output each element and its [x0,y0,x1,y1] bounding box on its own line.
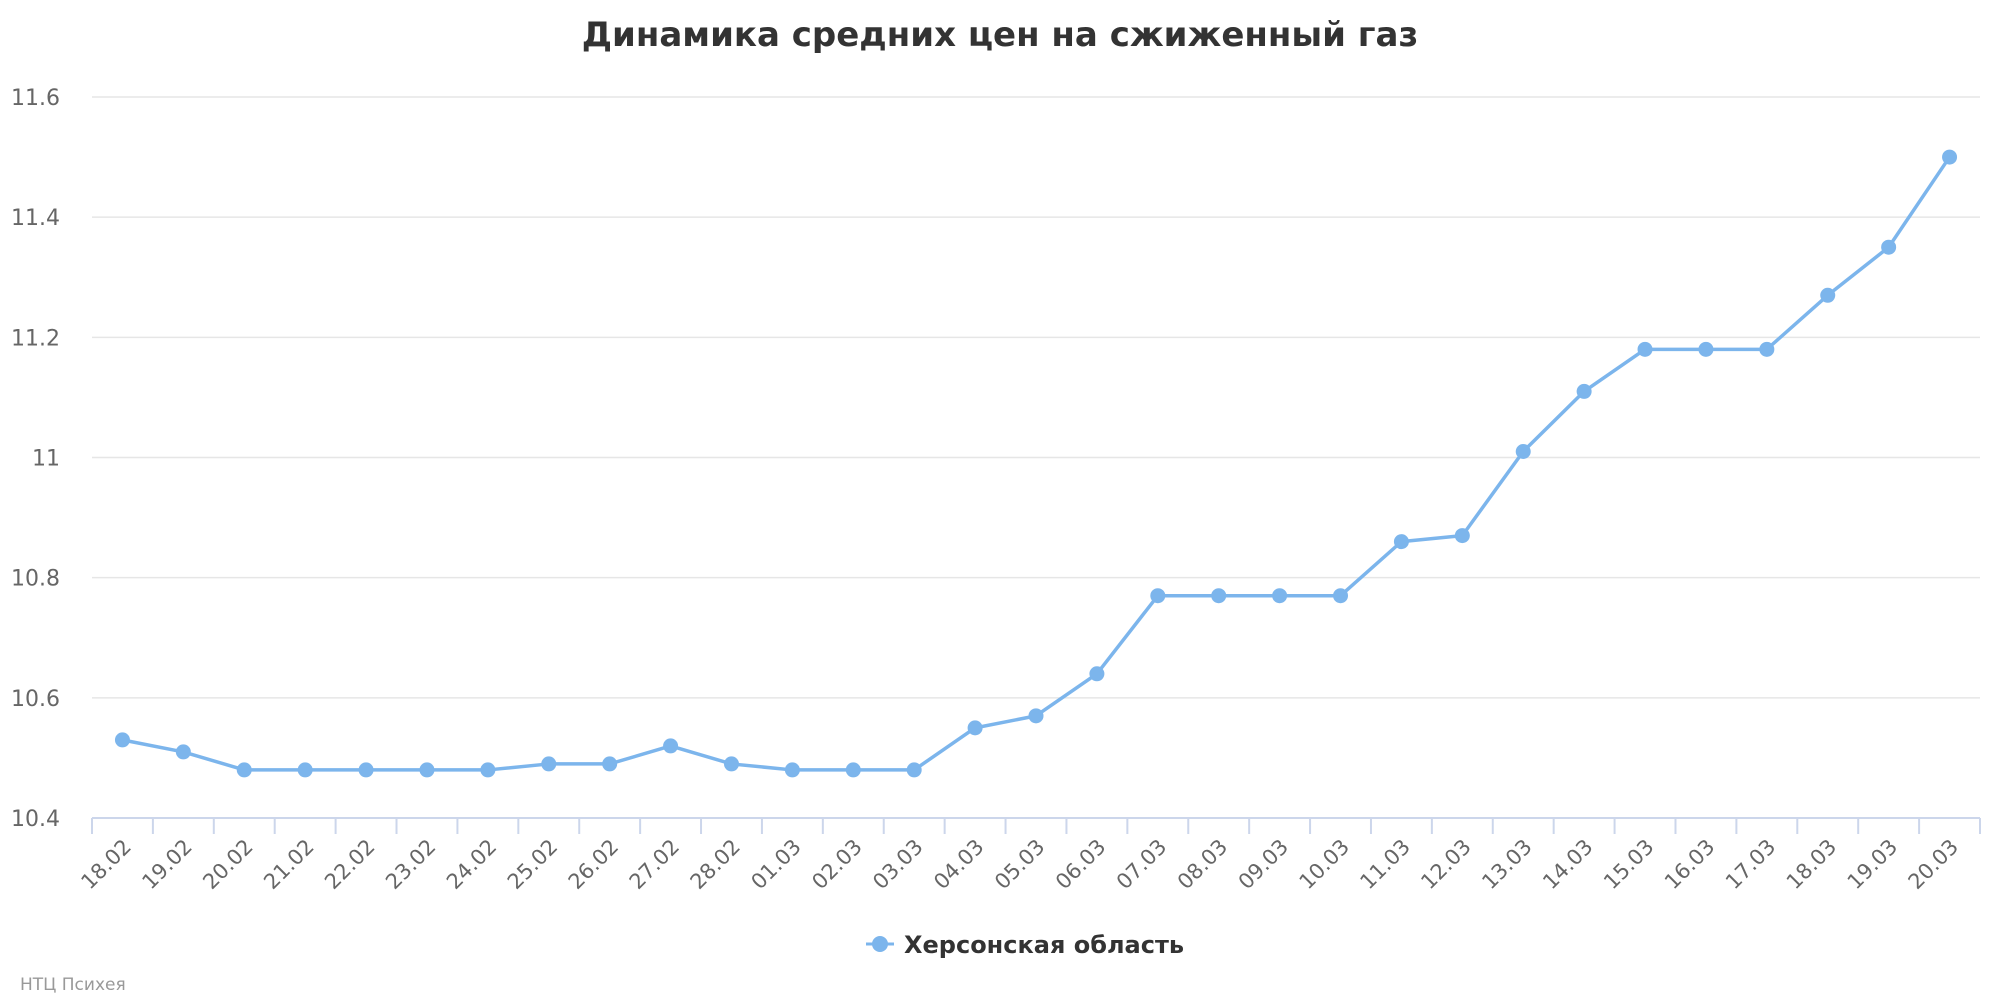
data-point [297,762,313,778]
data-point [236,762,252,778]
data-point [1576,383,1592,399]
data-point [1881,239,1897,255]
x-tick-label: 05.03 [990,835,1049,894]
data-point [602,756,618,772]
grid-lines [92,96,1980,699]
x-tick-label: 21.02 [259,835,318,894]
x-tick-label: 11.03 [1355,835,1414,894]
x-tick-label: 13.03 [1477,835,1536,894]
y-tick-label: 11.2 [11,326,60,351]
x-tick-label: 27.02 [625,835,684,894]
x-tick-label: 17.03 [1721,835,1780,894]
data-point [1515,443,1531,459]
legend[interactable]: Херсонская область [866,931,1184,959]
legend-label: Херсонская область [904,931,1184,959]
x-tick-label: 24.02 [442,835,501,894]
x-tick-label: 02.03 [807,835,866,894]
data-point [1637,341,1653,357]
x-tick-label: 14.03 [1538,835,1597,894]
x-tick-label: 07.03 [1112,835,1171,894]
data-point [1150,588,1166,604]
data-point [906,762,922,778]
x-tick-label: 18.02 [77,835,136,894]
data-point [967,720,983,736]
data-point [541,756,557,772]
data-point [114,732,130,748]
data-point [358,762,374,778]
x-tick-label: 19.03 [1843,835,1902,894]
data-point [1028,708,1044,724]
x-tick-label: 22.02 [320,835,379,894]
x-tick-label: 08.03 [1173,835,1232,894]
y-tick-label: 10.6 [11,687,60,712]
x-tick-label: 25.02 [503,835,562,894]
x-tick-label: 09.03 [1234,835,1293,894]
x-tick-label: 19.02 [137,835,196,894]
x-tick-label: 03.03 [868,835,927,894]
data-point [480,762,496,778]
x-tick-label: 16.03 [1660,835,1719,894]
data-point [1759,341,1775,357]
data-point [1089,666,1105,682]
series-line [120,155,1952,772]
x-tick-label: 23.02 [381,835,440,894]
x-tick-label: 06.03 [1051,835,1110,894]
y-tick-label: 11.4 [11,206,60,231]
data-point [419,762,435,778]
data-point [723,756,739,772]
legend-marker [872,936,888,952]
x-tick-label: 15.03 [1599,835,1658,894]
x-tick-label: 12.03 [1416,835,1475,894]
y-tick-label: 11.6 [11,86,60,111]
y-tick-label: 10.8 [11,567,60,592]
data-point [1333,588,1349,604]
y-axis-labels: 10.4 10.6 10.8 11 11.2 11.4 11.6 [11,86,60,832]
data-point [1272,588,1288,604]
data-point [1942,149,1958,165]
x-axis: 18.02 19.02 20.02 21.02 22.02 23.02 24.02 25.02… [77,817,1981,894]
data-point [1454,528,1470,544]
data-point [1393,534,1409,550]
y-tick-label: 10.4 [11,807,60,832]
data-point [1211,588,1227,604]
data-point [1820,287,1836,303]
x-tick-label: 01.03 [746,835,805,894]
data-point [1698,341,1714,357]
x-tick-label: 28.02 [686,835,745,894]
chart-credit: НТЦ Психея [20,975,126,995]
x-tick-label: 20.02 [198,835,257,894]
x-tick-label: 04.03 [929,835,988,894]
x-tick-label: 20.03 [1904,835,1963,894]
data-point [175,744,191,760]
y-tick-label: 11 [32,447,60,472]
chart-title: Динамика средних цен на сжиженный газ [582,15,1419,55]
x-tick-label: 26.02 [564,835,623,894]
x-tick-label: 10.03 [1295,835,1354,894]
x-tick-label: 18.03 [1782,835,1841,894]
data-point [845,762,861,778]
data-point [784,762,800,778]
data-point [663,738,679,754]
series-layer [114,149,1958,778]
